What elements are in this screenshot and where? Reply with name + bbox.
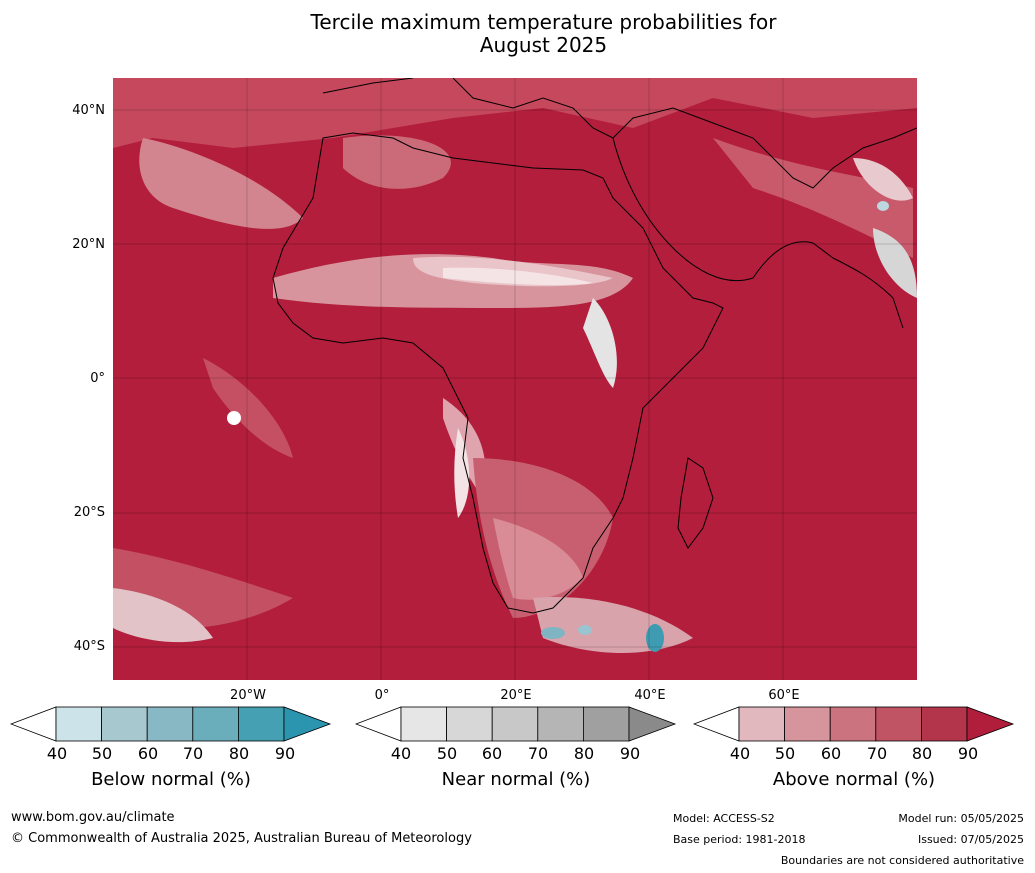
colorbar-below-normal — [10, 706, 332, 742]
tick: 50 — [91, 744, 113, 763]
model-name: Model: ACCESS-S2 — [673, 812, 775, 825]
colorbar-segment — [784, 706, 831, 742]
colorbar-segment — [192, 706, 239, 742]
graticule — [113, 78, 917, 680]
tick: 60 — [820, 744, 842, 763]
near-normal-label: Near normal (%) — [441, 769, 591, 790]
map-title: Tercile maximum temperature probabilitie… — [310, 10, 777, 34]
colorbar-segment — [146, 706, 194, 742]
tick: 50 — [436, 744, 458, 763]
colorbar-segment — [400, 706, 447, 742]
above-normal-label: Above normal (%) — [772, 769, 936, 790]
base-period: Base period: 1981-2018 — [673, 833, 806, 846]
colorbar-segment — [738, 706, 785, 742]
tick: 40 — [729, 744, 751, 763]
colorbar-segment — [491, 706, 539, 742]
copyright-text: © Commonwealth of Australia 2025, Austra… — [11, 831, 472, 846]
lat-label-20n: 20°N — [72, 237, 105, 252]
lat-label-20s: 20°S — [73, 505, 105, 520]
tick: 90 — [957, 744, 979, 763]
tick: 60 — [481, 744, 503, 763]
tick: 80 — [228, 744, 250, 763]
probability-map — [113, 78, 917, 680]
colorbar-segment — [582, 706, 630, 742]
colorbar-extend-low — [693, 706, 740, 742]
colorbar-segment — [101, 706, 148, 742]
colorbar-extend-high — [966, 706, 1015, 742]
lon-label-20e: 20°E — [500, 688, 532, 703]
issued-date: Issued: 07/05/2025 — [917, 833, 1024, 846]
lon-label-40e: 40°E — [634, 688, 666, 703]
map-title-period: August 2025 — [479, 33, 608, 57]
colorbar-extend-low — [355, 706, 402, 742]
tick: 40 — [390, 744, 412, 763]
lon-label-20w: 20°W — [230, 688, 266, 703]
lon-label-60e: 60°E — [768, 688, 800, 703]
colorbar-segment — [237, 706, 285, 742]
colorbar-near-normal — [355, 706, 677, 742]
website-link[interactable]: www.bom.gov.au/climate — [11, 810, 175, 825]
tick: 90 — [274, 744, 296, 763]
coastlines — [272, 78, 917, 614]
colorbar-segment — [829, 706, 877, 742]
colorbar-segment — [875, 706, 922, 742]
tick: 60 — [137, 744, 159, 763]
colorbar-extend-high — [628, 706, 677, 742]
below-normal-label: Below normal (%) — [91, 769, 251, 790]
tick: 50 — [774, 744, 796, 763]
tick: 70 — [527, 744, 549, 763]
tick: 90 — [619, 744, 641, 763]
lat-label-40n: 40°N — [72, 103, 105, 118]
below-normal-shading — [227, 201, 889, 652]
colorbar-segment — [920, 706, 968, 742]
tick: 80 — [573, 744, 595, 763]
tick: 40 — [46, 744, 68, 763]
colorbar-segment — [55, 706, 102, 742]
tick: 70 — [866, 744, 888, 763]
colorbar-segment — [537, 706, 584, 742]
lat-label-0: 0° — [90, 371, 105, 386]
boundaries-disclaimer: Boundaries are not considered authoritat… — [780, 854, 1024, 867]
model-run-date: Model run: 05/05/2025 — [898, 812, 1024, 825]
lon-label-0: 0° — [374, 688, 390, 703]
tick: 80 — [911, 744, 933, 763]
tick: 70 — [182, 744, 204, 763]
colorbar-above-normal — [693, 706, 1015, 742]
colorbar-extend-high — [283, 706, 332, 742]
lat-label-40s: 40°S — [73, 639, 105, 654]
colorbar-segment — [446, 706, 493, 742]
colorbar-extend-low — [10, 706, 57, 742]
